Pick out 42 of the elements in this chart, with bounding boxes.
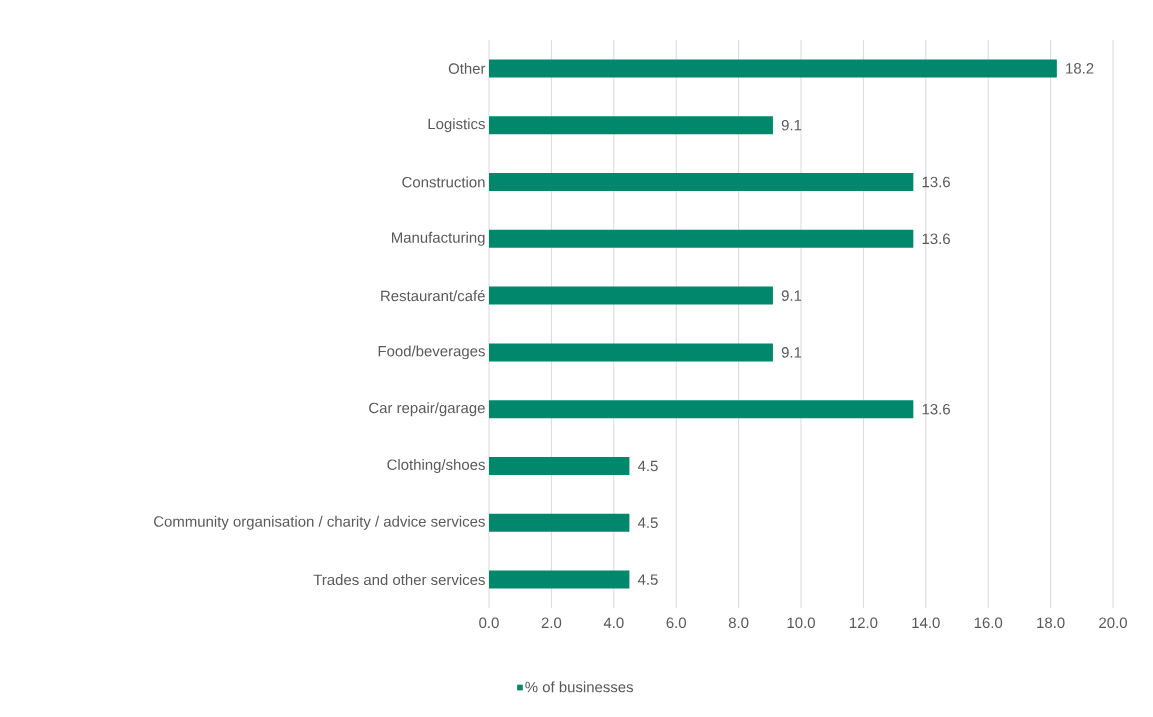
x-tick-label: 20.0 [1099, 617, 1127, 629]
y-tick-label: Car repair/garage [369, 402, 485, 417]
x-tick-label: 10.0 [787, 617, 815, 629]
bar [489, 229, 914, 248]
x-tick-label: 16.0 [974, 617, 1003, 629]
data-label: 13.6 [922, 403, 950, 415]
x-tick-label: 2.0 [541, 617, 562, 629]
x-tick-label: 8.0 [728, 617, 749, 629]
y-tick-label: Food/beverages [378, 345, 485, 360]
y-tick-label: Other [448, 62, 486, 74]
bar [489, 400, 914, 419]
data-label: 13.6 [922, 176, 950, 188]
bar [489, 513, 630, 532]
y-tick-label: Trades and other services [313, 574, 485, 586]
y-tick-label: Restaurant/café [381, 290, 485, 302]
bar [489, 173, 914, 191]
legend-label: % of businesses [525, 681, 634, 693]
data-label: 9.1 [781, 290, 802, 301]
bar [489, 59, 1057, 78]
y-tick-label: Clothing/shoes [387, 459, 485, 473]
y-tick-label: Community organisation / charity / advice services [154, 515, 485, 530]
bar [489, 286, 773, 305]
bar [489, 116, 773, 135]
x-tick-label: 4.0 [603, 617, 624, 629]
y-tick-label: Logistics [428, 118, 485, 133]
bar [489, 343, 773, 362]
x-tick-label: 0.0 [479, 617, 499, 629]
x-tick-label: 6.0 [666, 617, 686, 629]
data-label: 4.5 [637, 517, 658, 529]
data-label: 4.5 [637, 460, 658, 472]
x-tick-label: 18.0 [1037, 617, 1065, 629]
data-label: 9.1 [781, 119, 802, 131]
y-tick-label: Manufacturing [391, 231, 485, 246]
x-tick-label: 14.0 [912, 617, 940, 629]
data-label: 4.5 [637, 574, 658, 585]
bar [489, 457, 630, 476]
bar [489, 570, 630, 589]
data-label: 13.6 [922, 233, 950, 245]
y-tick-label: Construction [402, 176, 485, 188]
data-label: 18.2 [1066, 63, 1094, 74]
data-label: 9.1 [781, 347, 802, 358]
x-tick-label: 12.0 [850, 617, 878, 629]
